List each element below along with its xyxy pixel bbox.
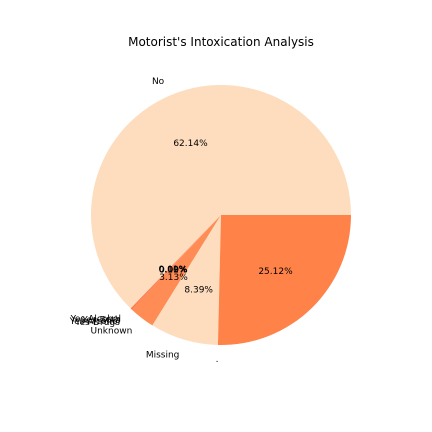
- slice-percent: 3.13%: [159, 273, 188, 283]
- slice-labels: NoYes-DrugsYes-AlcoholYes-BothYes-Alcoho…: [69, 77, 180, 361]
- slice-percent: 0.02%: [159, 266, 188, 276]
- pie-slice: [91, 84, 352, 309]
- slice-label: Yes-Alcohol: [69, 317, 120, 327]
- pie-slice: [217, 215, 351, 345]
- pie-slice: [130, 215, 221, 309]
- slice-percent: 0.10%: [159, 265, 188, 275]
- pie-slice: [130, 215, 221, 310]
- slice-percent: 25.12%: [258, 267, 293, 277]
- slice-label: No: [152, 77, 165, 87]
- chart-title: Motorist's Intoxication Analysis: [128, 35, 314, 49]
- slice-label: Yes-Both: [81, 316, 120, 326]
- pie-slices: [91, 84, 352, 345]
- slice-label: Yes-Drugs: [74, 318, 120, 328]
- slice-label: Yes-Alcohol: [70, 314, 121, 324]
- slice-percent: 62.14%: [173, 139, 208, 149]
- pie-slice: [131, 215, 221, 326]
- slice-percent: 0.01%: [159, 265, 188, 275]
- pie-slice: [131, 215, 221, 310]
- slice-percent-labels: 62.14% 0.01%0.10%0.02%0.09%3.13% 8.39% 25.1…: [159, 139, 294, 296]
- pie-slice: [152, 215, 221, 345]
- x-axis-label: .: [216, 355, 219, 365]
- slice-label: Unknown: [91, 326, 133, 336]
- pie-slice: [131, 215, 221, 310]
- slice-percent: 8.39%: [184, 286, 213, 296]
- slice-label: Missing: [146, 351, 180, 361]
- slice-percent: 0.09%: [159, 266, 188, 276]
